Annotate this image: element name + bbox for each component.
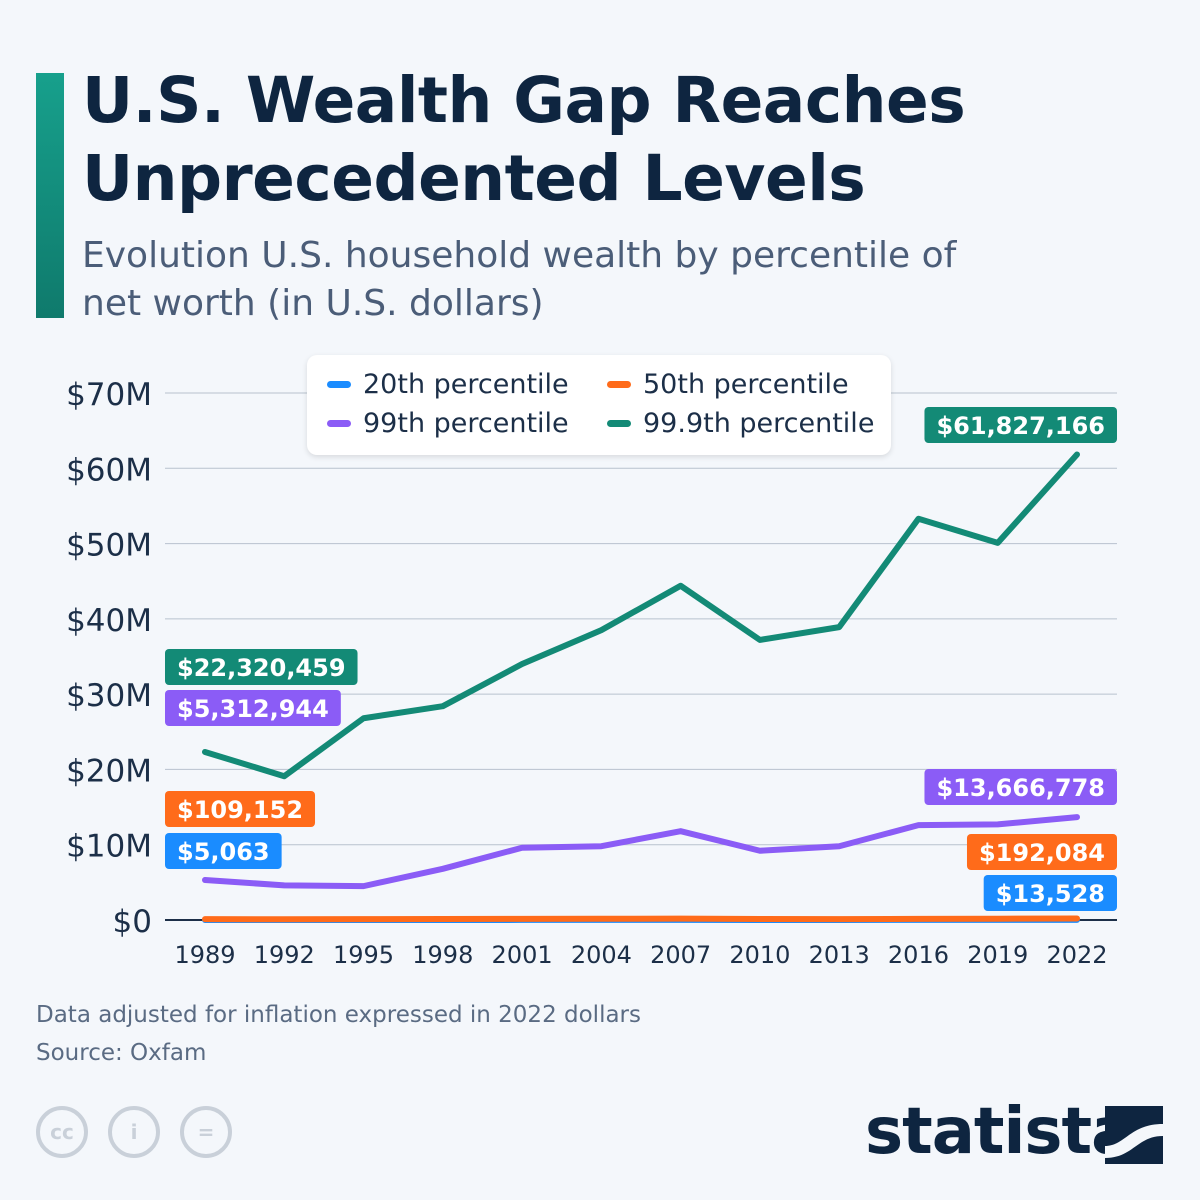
x-tick-label: 1995 — [333, 941, 394, 969]
legend-swatch — [327, 420, 351, 427]
series-line — [202, 814, 1080, 890]
data-label: $61,827,166 — [924, 407, 1117, 443]
legend-item: 20th percentile — [327, 369, 569, 400]
y-tick-label: $70M — [66, 377, 152, 413]
x-tick-label: 2001 — [492, 941, 553, 969]
footnote: Data adjusted for inflation expressed in… — [36, 1002, 641, 1028]
svg-text:$5,063: $5,063 — [177, 838, 270, 866]
statista-logo-icon — [1105, 1106, 1163, 1164]
series-line — [202, 915, 1080, 923]
page-title: U.S. Wealth Gap Reaches Unprecedented Lev… — [82, 64, 966, 215]
x-tick-label: 2016 — [888, 941, 949, 969]
subtitle: Evolution U.S. household wealth by perce… — [82, 235, 957, 324]
legend-swatch — [327, 381, 351, 388]
x-tick-label: 1989 — [174, 941, 235, 969]
title-accent-bar — [36, 73, 64, 318]
svg-text:$192,084: $192,084 — [979, 839, 1105, 867]
cc-icon[interactable]: cc — [36, 1106, 88, 1158]
legend-swatch — [607, 381, 631, 388]
legend-item: 99.9th percentile — [607, 408, 874, 439]
attribution-icon[interactable]: i — [108, 1106, 160, 1158]
x-tick-label: 2004 — [571, 941, 632, 969]
no-derivatives-icon[interactable]: = — [180, 1106, 232, 1158]
y-tick-label: $30M — [66, 678, 152, 714]
x-tick-label: 1998 — [412, 941, 473, 969]
svg-text:$13,528: $13,528 — [996, 880, 1105, 908]
data-label: $13,666,778 — [924, 769, 1117, 805]
data-label: $109,152 — [165, 791, 316, 827]
y-tick-label: $60M — [66, 452, 152, 488]
svg-text:$22,320,459: $22,320,459 — [177, 654, 346, 682]
x-tick-label: 2010 — [729, 941, 790, 969]
data-label: $5,312,944 — [165, 690, 341, 726]
x-tick-label: 2022 — [1046, 941, 1107, 969]
x-tick-label: 2019 — [967, 941, 1028, 969]
x-tick-label: 1992 — [254, 941, 315, 969]
y-tick-label: $40M — [66, 603, 152, 639]
legend-swatch — [607, 420, 631, 427]
y-tick-label: $20M — [66, 753, 152, 789]
y-tick-label: $50M — [66, 528, 152, 564]
statista-logo[interactable]: statista — [865, 1095, 1134, 1169]
svg-text:$61,827,166: $61,827,166 — [936, 412, 1105, 440]
x-tick-label: 2007 — [650, 941, 711, 969]
legend: 20th percentile 50th percentile 99th per… — [307, 355, 891, 455]
y-tick-label: $0 — [113, 904, 152, 940]
data-label: $13,528 — [983, 875, 1117, 911]
svg-text:$109,152: $109,152 — [177, 796, 303, 824]
y-tick-label: $10M — [66, 829, 152, 865]
series-line — [202, 451, 1080, 780]
source: Source: Oxfam — [36, 1040, 207, 1066]
legend-item: 99th percentile — [327, 408, 569, 439]
data-label: $5,063 — [165, 833, 282, 869]
data-label: $192,084 — [966, 834, 1117, 870]
data-label: $22,320,459 — [165, 649, 358, 685]
svg-text:$5,312,944: $5,312,944 — [177, 695, 329, 723]
x-tick-label: 2013 — [809, 941, 870, 969]
legend-item: 50th percentile — [607, 369, 849, 400]
svg-text:$13,666,778: $13,666,778 — [936, 774, 1105, 802]
line-chart: $0 $10M $20M $30M $40M $50M $60M $70M 1989 1992 19… — [66, 377, 1117, 969]
